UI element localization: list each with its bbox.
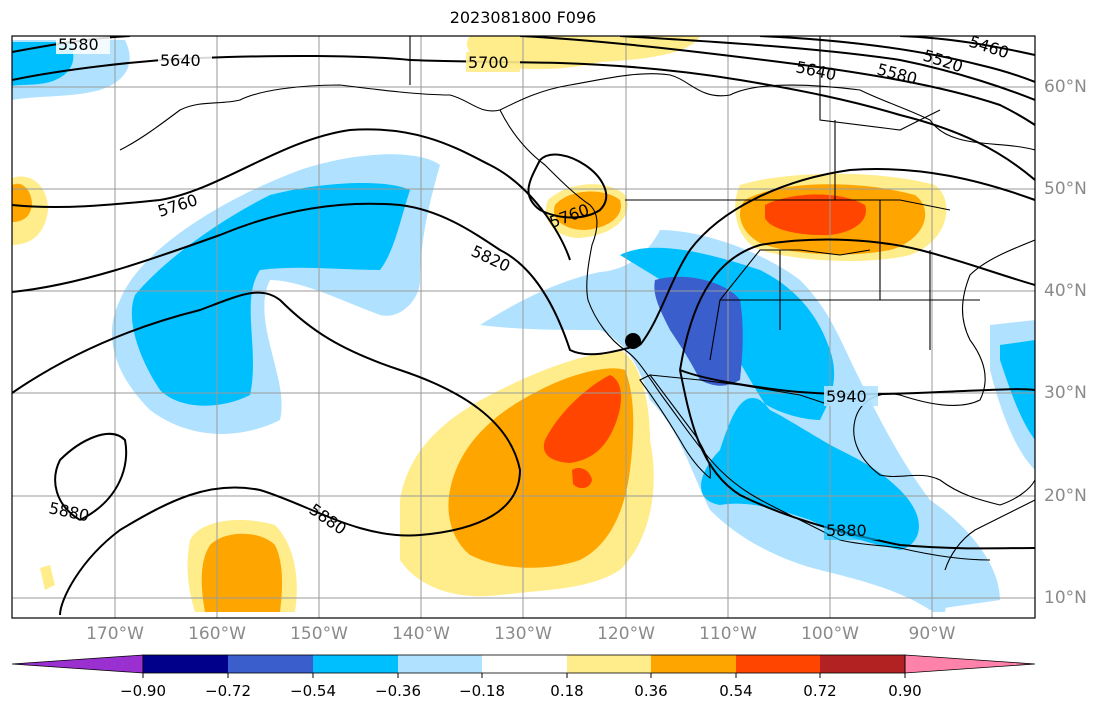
contour-5520 xyxy=(759,36,1035,83)
contour-5880-south xyxy=(679,369,1035,550)
contour-5580-east xyxy=(619,36,1035,101)
shade-blue-mexico xyxy=(620,247,919,550)
colorbar-tick-label: −0.18 xyxy=(459,682,505,700)
lon-label-130w: 130°W xyxy=(494,624,552,644)
shading-layer xyxy=(12,36,1035,612)
lat-label-20n: 20°N xyxy=(1044,486,1087,506)
contour-5880-east xyxy=(639,168,1035,346)
lon-label-120w: 120°W xyxy=(597,624,655,644)
contour-label-5640-west: 5640 xyxy=(160,51,201,70)
colorbar-extend-low xyxy=(11,654,144,674)
coastlines xyxy=(119,36,1035,571)
shade-darkblue-southwest-us xyxy=(654,276,743,386)
contour-5880-closed xyxy=(54,432,128,521)
colorbar-cell-7 xyxy=(651,655,736,673)
coast-baja xyxy=(639,374,711,480)
colorbar-extend-high xyxy=(904,654,1036,674)
shade-red-small xyxy=(572,468,592,489)
contour-label-5700: 5700 xyxy=(468,53,509,72)
shade-orange-west xyxy=(12,183,32,222)
lon-label-170w: 170°W xyxy=(86,624,144,644)
contour-5820 xyxy=(12,202,641,356)
shade-orange-south-pacific xyxy=(201,533,283,612)
colorbar-tick-label: −0.72 xyxy=(205,682,251,700)
colorbar-cell-9 xyxy=(820,655,905,673)
contour-5460 xyxy=(899,36,1035,56)
colorbar xyxy=(11,654,1036,678)
contour-5880-west xyxy=(12,291,522,616)
lon-label-160w: 160°W xyxy=(188,624,246,644)
shade-yellow-north xyxy=(466,36,700,70)
shade-blue-pacific xyxy=(131,183,410,406)
contour-5700 xyxy=(409,59,1035,181)
lon-label-110w: 110°W xyxy=(699,624,757,644)
colorbar-tick-label: 0.36 xyxy=(634,682,668,700)
colorbar-cell-6 xyxy=(567,655,651,673)
contour-5760-west xyxy=(12,128,571,261)
coast-west-america xyxy=(499,109,991,561)
colorbar-tick-label: −0.90 xyxy=(120,682,166,700)
border-us-canada xyxy=(625,199,951,211)
coast-gulf xyxy=(853,239,1035,506)
lat-label-10n: 10°N xyxy=(1044,588,1087,608)
lat-label-60n: 60°N xyxy=(1044,77,1087,97)
shade-orange-bc xyxy=(554,191,621,230)
lat-label-50n: 50°N xyxy=(1044,179,1087,199)
colorbar-tick-label: −0.54 xyxy=(290,682,336,700)
contour-5880-north xyxy=(679,238,1035,371)
colorbar-cell-4 xyxy=(398,655,482,673)
colorbar-tick-label: 0.72 xyxy=(803,682,837,700)
colorbar-tick-label: 0.90 xyxy=(888,682,922,700)
coast-alaska xyxy=(119,73,1035,151)
colorbar-tick-label: 0.18 xyxy=(550,682,584,700)
colorbar-cell-3 xyxy=(313,655,398,673)
contour-label-5880-south: 5880 xyxy=(826,521,867,540)
colorbar-tick-label: 0.54 xyxy=(719,682,753,700)
lon-label-140w: 140°W xyxy=(392,624,450,644)
colorbar-cell-1 xyxy=(143,655,228,673)
border-us-states-c xyxy=(779,120,931,350)
shade-lightblue-south xyxy=(930,580,950,612)
lon-label-150w: 150°W xyxy=(290,624,348,644)
colorbar-cell-5 xyxy=(482,655,567,673)
colorbar-cell-8 xyxy=(736,655,820,673)
shade-yellow-blob xyxy=(40,565,55,590)
contour-label-5580-west: 5580 xyxy=(58,35,99,54)
shade-red-plains xyxy=(765,194,866,236)
lon-label-90w: 90°W xyxy=(908,624,956,644)
contour-5760-closed xyxy=(527,153,608,219)
map-title: 2023081800 F096 xyxy=(449,8,597,27)
lat-label-40n: 40°N xyxy=(1044,281,1087,301)
colorbar-tick-label: −0.36 xyxy=(375,682,421,700)
lon-label-100w: 100°W xyxy=(801,624,859,644)
contour-5640-east xyxy=(519,36,1035,126)
location-marker xyxy=(625,333,641,349)
shade-red-subtropical xyxy=(543,375,622,463)
coast-central-america xyxy=(944,499,1035,571)
graticule xyxy=(12,36,1035,618)
contour-label-5940: 5940 xyxy=(826,387,867,406)
colorbar-cell-2 xyxy=(228,655,313,673)
lat-label-30n: 30°N xyxy=(1044,383,1087,403)
map-frame xyxy=(11,35,1036,619)
